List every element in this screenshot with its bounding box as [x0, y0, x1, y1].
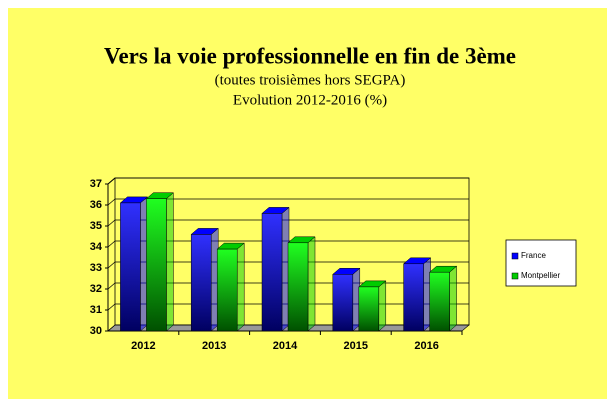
y-tick-label: 35: [90, 220, 102, 232]
legend-label: Montpellier: [521, 271, 560, 280]
bar-side: [378, 280, 387, 332]
bar-side: [307, 236, 316, 332]
legend-swatch: [511, 272, 519, 280]
grid-depth: [107, 282, 116, 290]
x-tick-label: 2012: [131, 340, 155, 352]
bar: [120, 202, 141, 332]
bar: [403, 263, 424, 332]
y-tick-label: 36: [90, 199, 102, 211]
y-tick-label: 32: [90, 283, 102, 295]
grid-depth: [107, 303, 116, 311]
bar: [146, 198, 167, 332]
bar: [190, 234, 212, 332]
legend-swatch: [511, 252, 519, 260]
y-tick-label: 30: [90, 325, 102, 337]
x-tick-label: 2013: [202, 340, 226, 352]
grid-depth: [107, 240, 116, 248]
y-tick-label: 37: [90, 178, 102, 190]
y-tick-label: 31: [90, 304, 102, 316]
grid-depth: [107, 261, 116, 269]
chart-subtitle: (toutes troisièmes hors SEGPA): [215, 72, 406, 88]
legend-label: France: [521, 251, 546, 260]
bar: [358, 286, 380, 332]
bar: [287, 242, 309, 332]
chart-subtitle: Evolution 2012-2016 (%): [233, 92, 387, 108]
bar-side: [236, 242, 245, 332]
x-tick-label: 2016: [414, 340, 438, 352]
y-tick-label: 34: [90, 241, 103, 253]
grid-depth: [107, 177, 116, 185]
x-tick-label: 2014: [273, 340, 298, 352]
grid-depth: [107, 324, 116, 332]
grid-depth: [107, 198, 116, 206]
bar-side: [449, 265, 457, 332]
grid-depth: [107, 219, 116, 227]
bar: [332, 274, 354, 332]
bar: [261, 213, 283, 332]
chart-title: Vers la voie professionnelle en fin de 3…: [104, 43, 516, 68]
bar: [429, 271, 450, 332]
x-tick-label: 2015: [344, 340, 368, 352]
bar: [216, 248, 238, 332]
y-tick-label: 33: [90, 262, 102, 274]
bar-side: [166, 192, 174, 332]
